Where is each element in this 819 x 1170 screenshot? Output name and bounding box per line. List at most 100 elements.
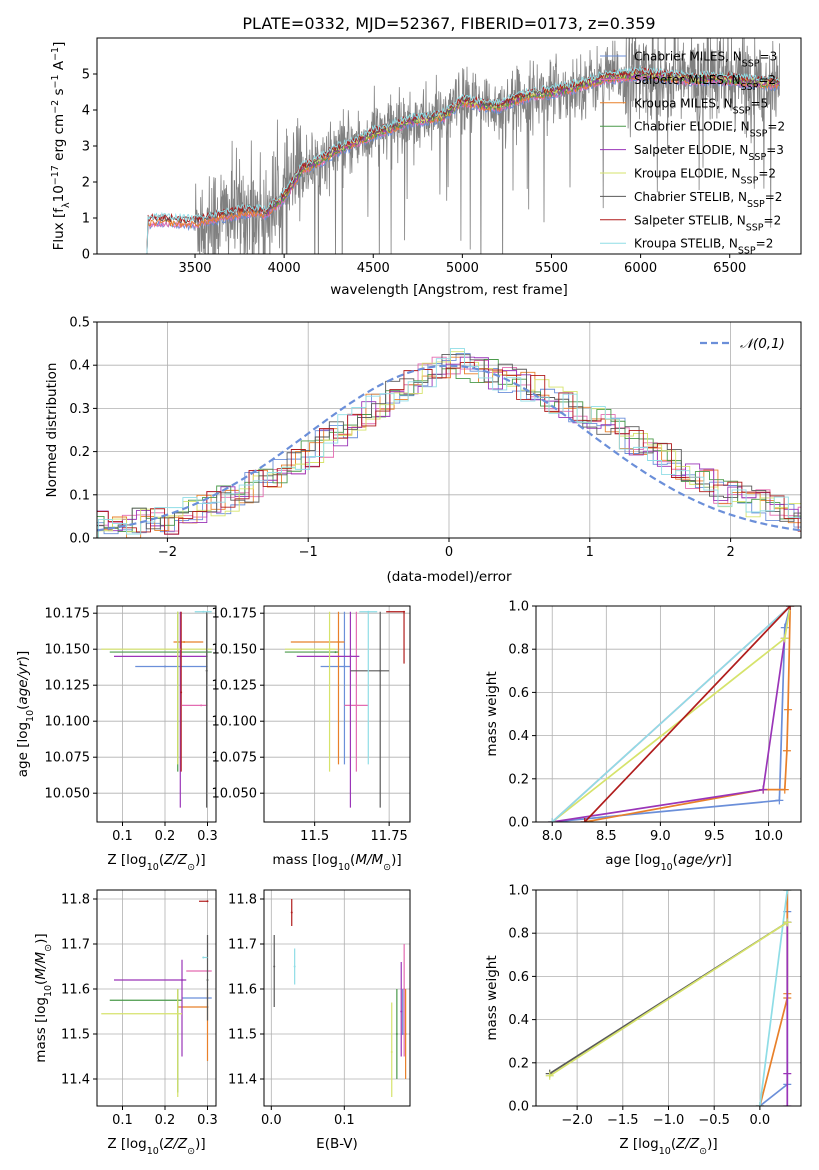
legend-label: Chabrier ELODIE, NSSP=2 [634, 120, 785, 140]
legend-label: Salpeter STELIB, NSSP=2 [634, 213, 781, 233]
y-tick-label: 11.5 [228, 1028, 257, 1043]
x-axis-label: E(B-V) [316, 1136, 358, 1152]
plus-marker [783, 1102, 792, 1106]
y-axis-label: mass weight [484, 955, 500, 1040]
histogram-steps [97, 356, 801, 538]
normal-curve [97, 364, 801, 532]
data-point [164, 665, 166, 668]
mass-vs-Z-frame [96, 889, 217, 1107]
y-tick-label: 10.175 [212, 607, 258, 622]
data-point [206, 979, 209, 981]
y-tick-label: 0.1 [69, 488, 90, 503]
mass-weight-line [584, 606, 791, 822]
x-tick-label: 8.5 [596, 829, 617, 844]
plus-marker [783, 1069, 792, 1078]
y-tick-label: 0.2 [69, 445, 90, 460]
y-tick-label: 0.4 [508, 1013, 529, 1028]
plus-marker [780, 634, 789, 643]
y-tick-label: 10.050 [45, 787, 91, 802]
legend-label: Kroupa STELIB, NSSP=2 [634, 237, 773, 257]
mass-vs-ebv-plot-area [273, 899, 407, 1097]
y-tick-label: 0.4 [508, 729, 529, 744]
mass-weight-line [552, 606, 792, 822]
plus-marker [786, 606, 795, 610]
x-tick-label: 6000 [624, 261, 657, 276]
y-tick-label: 11.8 [61, 893, 90, 908]
y-tick-label: 0.5 [69, 316, 90, 331]
data-point [400, 1010, 403, 1013]
plus-marker [780, 785, 789, 794]
plus-marker [759, 785, 768, 794]
data-point [390, 1051, 393, 1053]
y-tick-label: 0.0 [69, 532, 90, 547]
legend-label: Kroupa MILES, NSSP=5 [634, 96, 768, 116]
x-tick-label: 4500 [357, 261, 390, 276]
y-tick-label: 0.2 [508, 772, 529, 787]
y-tick-label: 11.5 [61, 1028, 90, 1043]
data-point [206, 900, 209, 903]
data-point [395, 1033, 398, 1035]
y-tick-label: 10.150 [45, 643, 91, 658]
data-point [403, 610, 406, 613]
y-tick-label: 10.125 [212, 679, 258, 694]
y-tick-label: 11.7 [228, 938, 257, 953]
y-tick-label: 1.0 [508, 600, 529, 615]
y-tick-label: 4 [82, 104, 90, 119]
massweight-vs-Z-plot-area [545, 890, 792, 1106]
x-tick-label: 0.1 [334, 1113, 355, 1128]
y-tick-label: 11.4 [228, 1073, 257, 1088]
histogram-steps [97, 351, 801, 538]
mass-weight-line [551, 606, 791, 822]
x-tick-label: 0.3 [197, 1113, 218, 1128]
x-tick-label: 0.1 [112, 1113, 133, 1128]
data-point [367, 610, 370, 613]
data-point [334, 651, 337, 654]
y-tick-label: 11.6 [228, 983, 257, 998]
y-tick-label: 2 [82, 176, 90, 191]
x-axis-label: age [log10(age/yr)] [605, 852, 731, 873]
legend-label: 𝒩(0,1) [740, 336, 785, 352]
data-point [343, 665, 346, 668]
y-tick-label: 11.8 [228, 893, 257, 908]
age-vs-Z-plot-area [101, 610, 212, 808]
plus-marker [580, 818, 589, 822]
y-axis-label: Flux [fλ10−17 erg cm−2 s−1 A−1] [50, 42, 72, 251]
massweight-vs-age-plot-area [548, 606, 795, 822]
plot-layer: 3500 4000 4500 5000 5500 6000 6500 0 1 2 3 4 5 Flux [… [15, 37, 802, 1157]
y-tick-label: 10.050 [212, 787, 258, 802]
data-point [349, 655, 352, 658]
y-tick-label: 0.8 [508, 927, 529, 942]
data-point [401, 1033, 404, 1035]
x-tick-label: 5000 [446, 261, 479, 276]
x-tick-label: 2 [726, 545, 734, 560]
legend-label: Kroupa ELODIE, NSSP=2 [634, 167, 776, 187]
spectrum-axes: 3500 4000 4500 5000 5500 6000 6500 0 1 2 3 4 5 Flux [… [50, 37, 802, 298]
y-tick-label: 0.3 [69, 402, 90, 417]
spectrum-plot-area [141, 38, 781, 254]
x-tick-label: 1 [586, 545, 594, 560]
y-axis-label: age [log10(age/yr)] [15, 651, 36, 777]
data-point [180, 691, 183, 694]
y-tick-label: 10.075 [212, 751, 258, 766]
legend-label: Salpeter MILES, NSSP=2 [634, 73, 776, 93]
y-tick-label: 0 [82, 248, 90, 263]
plus-marker [784, 705, 793, 714]
y-tick-label: 10.125 [45, 679, 91, 694]
plus-marker [548, 818, 557, 822]
x-tick-label: 5500 [535, 261, 568, 276]
data-point [403, 988, 406, 990]
mass-vs-Z-axes: 0.1 0.2 0.3 11.4 11.5 11.6 11.7 11.8 mass [log10… [33, 889, 218, 1157]
data-point [293, 965, 296, 968]
x-tick-label: 11.5 [300, 829, 329, 844]
y-axis-label: Normed distribution [44, 363, 60, 498]
data-point [200, 704, 203, 707]
y-tick-label: 10.075 [45, 751, 91, 766]
legend-label: Chabrier STELIB, NSSP=2 [634, 190, 782, 210]
x-tick-label: 0 [445, 545, 453, 560]
age-vs-Z-frame [96, 605, 217, 823]
x-tick-label: 3500 [178, 261, 211, 276]
mass-weight-line [549, 921, 788, 1077]
y-tick-label: 0.0 [508, 816, 529, 831]
y-tick-label: 3 [82, 140, 90, 155]
x-tick-label: −2 [158, 545, 177, 560]
